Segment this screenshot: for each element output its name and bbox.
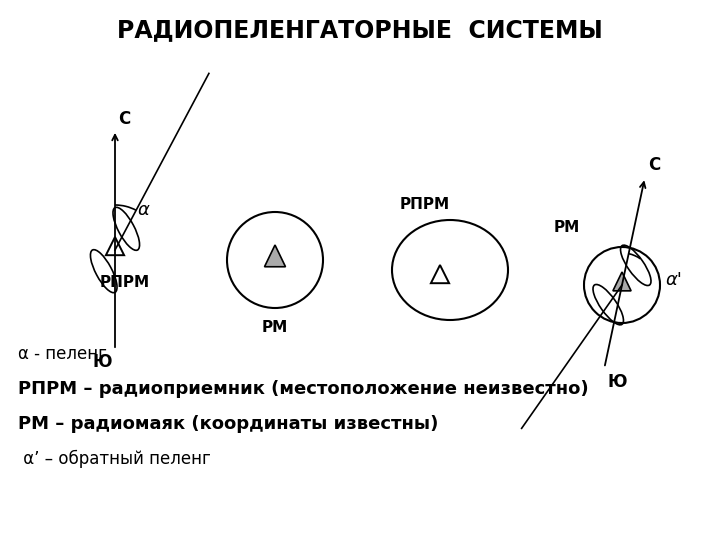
Text: РПРМ – радиоприемник (местоположение неизвестно): РПРМ – радиоприемник (местоположение неи… bbox=[18, 380, 589, 398]
Text: РАДИОПЕЛЕНГАТОРНЫЕ  СИСТЕМЫ: РАДИОПЕЛЕНГАТОРНЫЕ СИСТЕМЫ bbox=[117, 18, 603, 42]
Text: РПРМ: РПРМ bbox=[400, 197, 450, 212]
Text: С: С bbox=[118, 110, 130, 128]
Polygon shape bbox=[264, 245, 286, 267]
Text: РМ: РМ bbox=[262, 320, 288, 335]
Text: α’ – обратный пеленг: α’ – обратный пеленг bbox=[18, 450, 211, 468]
Text: α: α bbox=[137, 201, 149, 219]
Text: РМ: РМ bbox=[554, 220, 580, 235]
Text: Ю: Ю bbox=[92, 353, 112, 371]
Polygon shape bbox=[613, 272, 631, 291]
Text: Ю: Ю bbox=[608, 373, 627, 391]
Text: С: С bbox=[648, 157, 660, 174]
Text: α': α' bbox=[665, 271, 682, 289]
Text: РПРМ: РПРМ bbox=[100, 275, 150, 290]
Text: РМ – радиомаяк (координаты известны): РМ – радиомаяк (координаты известны) bbox=[18, 415, 438, 433]
Text: α - пеленг: α - пеленг bbox=[18, 345, 107, 363]
